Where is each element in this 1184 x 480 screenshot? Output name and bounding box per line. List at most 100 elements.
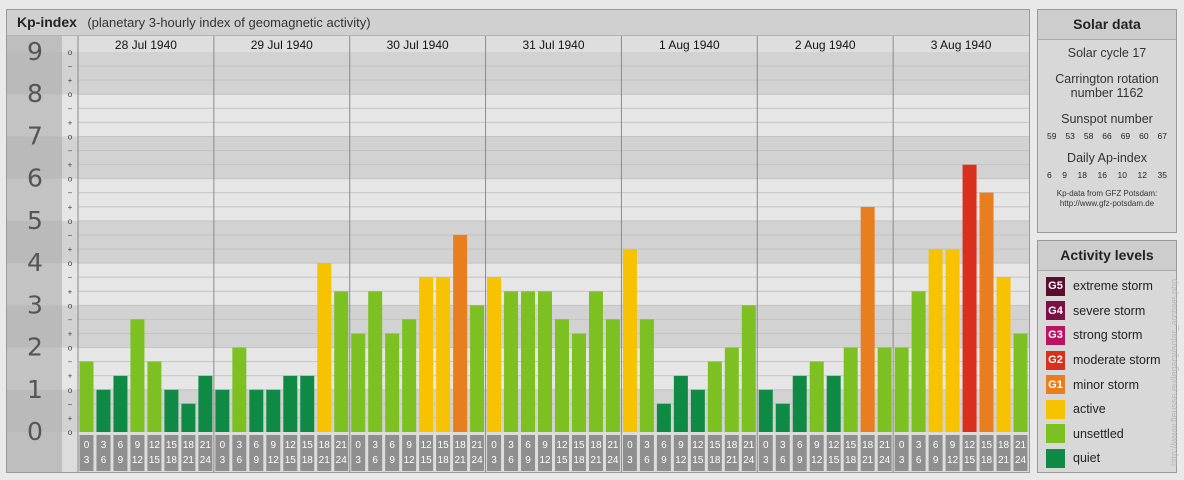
kp-bar [588,291,603,432]
interval-start-label: 9 [678,440,684,451]
interval-end-label: 6 [644,455,650,466]
interval-end-label: 3 [355,455,361,466]
interval-end-label: 15 [421,455,433,466]
kp-bar [436,277,451,432]
interval-start-label: 12 [149,440,161,451]
interval-end-label: 9 [661,455,667,466]
interval-cell [351,435,366,471]
interval-start-label: 21 [879,440,891,451]
ap-values: 6 9 18 16 10 12 35 [1038,170,1176,180]
legend-item-severe-storm: G4 severe storm [1038,299,1176,324]
interval-start-label: 18 [998,440,1010,451]
interval-end-label: 9 [525,455,531,466]
interval-end-label: 9 [933,455,939,466]
interval-end-label: 6 [780,455,786,466]
interval-start-label: 12 [556,440,568,451]
kp-bar [198,375,213,432]
y-band-6 [7,136,1029,179]
minor-tick-label: o [68,48,73,57]
interval-end-label: 18 [845,455,857,466]
interval-cell [334,435,349,471]
interval-cell [283,435,298,471]
interval-end-label: 9 [389,455,395,466]
interval-start-label: 0 [763,440,769,451]
interval-end-label: 24 [472,455,484,466]
legend-label: unsettled [1073,426,1124,441]
interval-end-label: 6 [508,455,514,466]
y-tick-label: 0 [27,417,43,446]
interval-end-label: 21 [726,455,738,466]
interval-cell [1013,435,1028,471]
ap-value-0: 6 [1047,170,1052,180]
interval-end-label: 24 [879,455,891,466]
date-label: 28 Jul 1940 [115,38,177,52]
ap-value-1: 9 [1062,170,1067,180]
interval-start-label: 15 [845,440,857,451]
watermark: http://www.fleusse.eu/legacy/solar_archi… [1169,278,1179,466]
legend-swatch [1046,399,1065,419]
minor-tick-label: o [68,386,73,395]
interval-start-label: 3 [372,440,378,451]
y-band-5 [7,178,1029,221]
minor-tick-label: − [68,104,73,113]
kp-bar [419,277,434,432]
interval-cell [164,435,179,471]
interval-start-label: 12 [285,440,297,451]
interval-end-label: 24 [200,455,212,466]
y-tick-label: 9 [27,37,43,66]
interval-start-label: 3 [101,440,107,451]
interval-end-label: 9 [797,455,803,466]
legend-swatch: G2 [1046,350,1065,370]
interval-start-label: 15 [302,440,314,451]
interval-start-label: 3 [508,440,514,451]
interval-cell [232,435,247,471]
interval-start-label: 0 [355,440,361,451]
interval-cell [300,435,315,471]
interval-cell [605,435,620,471]
y-tick-label: 7 [27,121,43,150]
interval-end-label: 3 [220,455,226,466]
interval-cell [656,435,671,471]
interval-cell [775,435,790,471]
interval-cell [215,435,230,471]
kp-bar [622,249,637,432]
legend-label: severe storm [1073,303,1146,318]
minor-tick-label: + [68,372,73,381]
interval-cell [724,435,739,471]
source-link[interactable]: http://www.gfz-potsdam.de [1059,199,1155,208]
interval-end-label: 21 [998,455,1010,466]
kp-bar [724,347,739,432]
interval-start-label: 21 [1015,440,1027,451]
interval-end-label: 15 [149,455,161,466]
ap-value-4: 10 [1117,170,1127,180]
minor-tick-label: o [68,175,73,184]
interval-start-label: 0 [220,440,226,451]
kp-bar [402,319,417,432]
interval-cell [555,435,569,471]
kp-bar [147,361,162,432]
interval-end-label: 12 [539,455,551,466]
minor-tick-label: − [68,358,73,367]
interval-end-label: 3 [763,455,769,466]
kp-bar [741,305,756,432]
interval-cell [571,435,586,471]
kp-bar [1013,333,1028,432]
kp-bar [164,389,179,432]
legend-item-strong-storm: G3 strong storm [1038,323,1176,348]
kp-bar [673,375,688,432]
interval-end-label: 12 [675,455,687,466]
interval-cell [79,435,94,471]
kp-bar [826,375,841,432]
interval-cell [521,435,536,471]
interval-cell [690,435,705,471]
kp-bar [334,291,349,432]
legend-label: extreme storm [1073,279,1153,294]
interval-start-label: 15 [981,440,993,451]
interval-start-label: 3 [237,440,243,451]
y-band-8 [7,52,1029,95]
kp-bar [809,361,824,432]
interval-cell [962,435,977,471]
interval-end-label: 9 [118,455,124,466]
y-band-4 [7,220,1029,264]
interval-cell [707,435,722,471]
